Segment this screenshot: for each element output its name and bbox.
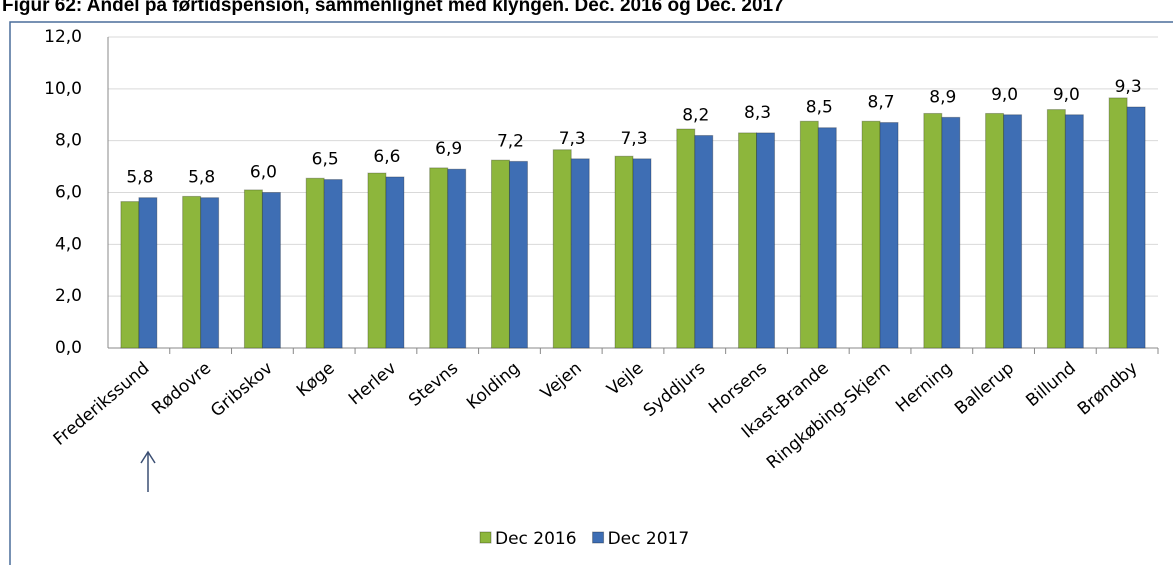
bar	[138, 197, 158, 349]
data-label: 6,9	[435, 139, 462, 159]
bar	[261, 192, 281, 349]
bar	[941, 116, 961, 349]
x-tick-label: Kolding	[463, 358, 524, 414]
x-tick-label: Køge	[293, 358, 339, 401]
data-label: 9,0	[991, 85, 1018, 105]
y-tick-label: 2,0	[55, 286, 82, 306]
chart-frame	[9, 21, 1173, 565]
legend-swatch	[479, 531, 492, 544]
data-label: 5,8	[188, 168, 215, 188]
bar	[570, 158, 590, 349]
bar	[385, 176, 405, 349]
legend-label: Dec 2017	[608, 529, 690, 549]
x-tick-label: Ballerup	[951, 358, 1018, 419]
x-tick-label: Vejle	[603, 358, 647, 399]
bar	[447, 168, 467, 349]
bar	[879, 122, 899, 349]
y-tick-label: 0,0	[55, 338, 82, 358]
data-label: 5,8	[126, 168, 153, 188]
data-label: 9,0	[1053, 85, 1080, 105]
data-label: 8,2	[682, 105, 709, 125]
data-label: 8,5	[806, 98, 833, 118]
bar	[738, 132, 758, 349]
x-tick-label: Rødovre	[148, 358, 215, 419]
bar	[614, 155, 634, 349]
bar	[490, 159, 510, 349]
data-label: 7,3	[559, 129, 586, 149]
x-tick-label: Herlev	[345, 358, 400, 409]
y-tick-label: 8,0	[55, 131, 82, 151]
bar	[1046, 109, 1066, 349]
y-tick-label: 6,0	[55, 183, 82, 203]
data-label: 8,9	[929, 87, 956, 107]
bar	[756, 132, 776, 349]
bar	[429, 167, 449, 349]
x-tick-label: Billund	[1022, 358, 1079, 411]
data-label: 6,0	[250, 163, 277, 183]
data-label: 8,3	[744, 103, 771, 123]
data-label: 8,7	[868, 93, 895, 113]
bar	[799, 120, 819, 349]
bar	[817, 127, 837, 349]
legend-label: Dec 2016	[495, 529, 577, 549]
data-label: 7,2	[497, 131, 524, 151]
x-tick-label: Brøndby	[1074, 358, 1142, 419]
bar	[367, 172, 387, 349]
data-label: 9,3	[1115, 77, 1142, 97]
y-tick-label: 10,0	[44, 79, 82, 99]
data-label: 7,3	[620, 129, 647, 149]
bar	[323, 179, 343, 349]
y-tick-label: 12,0	[44, 27, 82, 47]
bar	[676, 128, 696, 349]
bar	[182, 195, 202, 349]
y-tick-label: 4,0	[55, 234, 82, 254]
bar	[923, 112, 943, 349]
bar	[243, 189, 263, 349]
bar	[120, 201, 140, 349]
bar	[861, 120, 881, 349]
bar	[694, 134, 714, 349]
x-tick-label: Herning	[892, 358, 956, 416]
bar	[305, 177, 325, 349]
legend: Dec 2016 Dec 2017	[479, 529, 690, 549]
bar	[985, 112, 1005, 349]
bar	[200, 197, 220, 349]
chart-title: Figur 62: Andel på førtidspension, samme…	[2, 0, 784, 16]
x-tick-label: Stevns	[405, 358, 462, 410]
x-tick-label: Gribskov	[207, 358, 277, 421]
x-tick-label: Vejen	[537, 358, 586, 403]
x-tick-label: Syddjurs	[640, 358, 709, 421]
bar	[632, 158, 652, 349]
bar	[1064, 114, 1084, 349]
bar	[1126, 106, 1146, 349]
bar	[1108, 97, 1128, 349]
bar	[1003, 114, 1023, 349]
data-label: 6,6	[373, 147, 400, 167]
arrow	[140, 450, 156, 492]
data-label: 6,5	[312, 150, 339, 170]
x-tick-label: Frederikssund	[50, 358, 154, 449]
bar	[552, 149, 572, 349]
legend-swatch	[592, 531, 605, 544]
bar	[508, 160, 528, 349]
